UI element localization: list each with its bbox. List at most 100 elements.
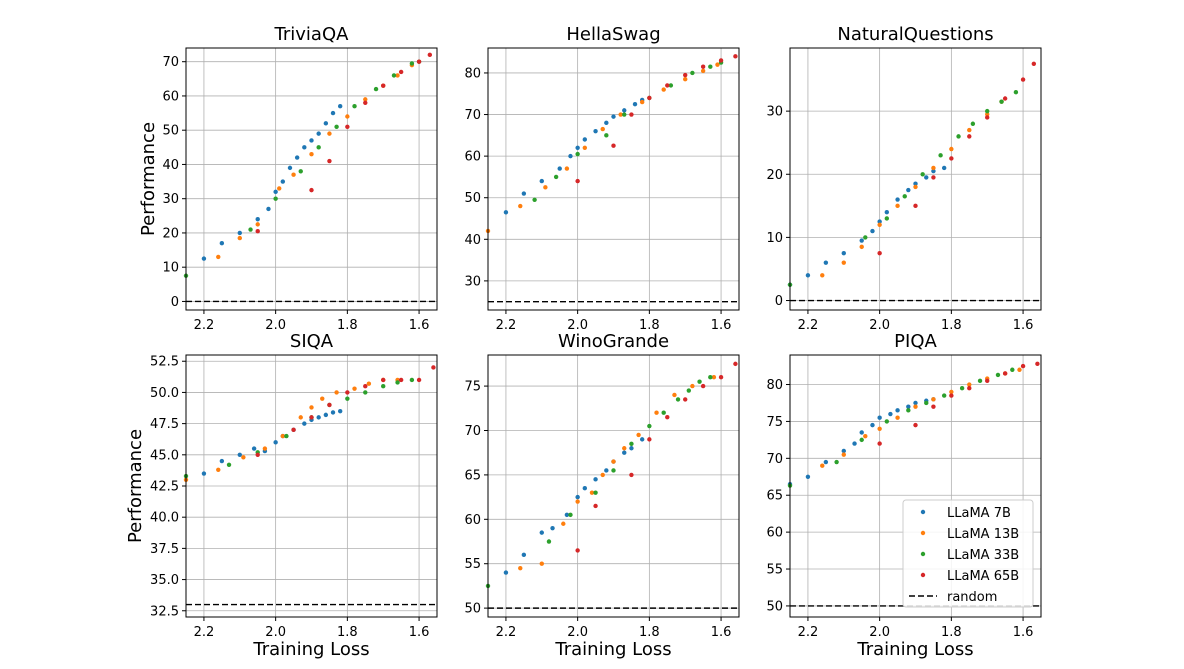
panel-title: TriviaQA xyxy=(274,24,350,45)
x-tick-label: 1.6 xyxy=(711,625,732,640)
panel-naturalquestions: 2.2 2.0 1.8 1.6 0 10 20 30 NaturalQuestions xyxy=(766,24,1042,333)
y-tick-label: 0 xyxy=(171,295,179,310)
data-point xyxy=(654,410,659,415)
data-point xyxy=(629,446,634,451)
data-point xyxy=(416,377,422,383)
data-point xyxy=(345,124,350,129)
y-tick-label: 45.0 xyxy=(150,448,179,463)
data-point xyxy=(859,238,864,243)
data-point xyxy=(870,422,875,428)
x-tick-label: 1.6 xyxy=(409,318,430,333)
series-llama-65b xyxy=(255,52,433,234)
legend-label: LLaMA 65B xyxy=(947,569,1019,584)
data-point xyxy=(593,490,598,495)
data-point xyxy=(564,512,570,518)
data-point xyxy=(398,377,404,383)
data-point xyxy=(323,121,329,126)
data-point xyxy=(931,404,936,409)
legend-label: LLaMA 33B xyxy=(947,548,1019,563)
data-point xyxy=(863,433,868,439)
data-point xyxy=(604,120,609,126)
data-point xyxy=(363,97,368,102)
data-point xyxy=(841,250,846,256)
data-point xyxy=(931,397,936,402)
data-point xyxy=(683,72,688,78)
y-tick-label: 55 xyxy=(766,563,783,578)
y-tick-label: 70 xyxy=(162,55,179,70)
data-point xyxy=(877,250,882,256)
data-point xyxy=(611,468,616,473)
data-point xyxy=(877,441,882,446)
series-llama-7b xyxy=(201,408,343,476)
y-tick-label: 60 xyxy=(464,513,481,528)
data-point xyxy=(298,415,303,420)
data-point xyxy=(309,415,314,420)
data-point xyxy=(906,404,911,409)
data-point xyxy=(320,396,325,401)
series-llama-33b xyxy=(787,89,1019,287)
series-llama-13b xyxy=(820,99,1004,278)
data-point xyxy=(924,400,929,406)
y-tick-label: 47.5 xyxy=(150,417,179,432)
data-point xyxy=(967,382,972,387)
data-point xyxy=(363,390,368,395)
data-point xyxy=(938,153,943,158)
legend-box xyxy=(902,499,1034,608)
data-point xyxy=(959,386,965,391)
data-point xyxy=(820,273,825,278)
plot-frame xyxy=(487,354,740,618)
data-point xyxy=(852,441,857,446)
legend-marker xyxy=(920,551,926,557)
y-tick-label: 52.5 xyxy=(150,355,179,370)
panel-triviaqa: 2.2 2.0 1.8 1.6 0 10 20 30 40 50 60 70 TriviaQA Perfo… xyxy=(138,24,438,333)
data-point xyxy=(398,69,404,75)
data-point xyxy=(395,73,400,78)
data-point xyxy=(985,112,990,117)
data-point xyxy=(337,408,343,414)
data-point xyxy=(639,99,645,105)
data-point xyxy=(863,235,868,240)
series-llama-65b xyxy=(575,54,738,184)
series-llama-7b xyxy=(503,437,645,575)
x-tick-label: 1.8 xyxy=(941,625,962,640)
data-point xyxy=(316,415,321,420)
data-point xyxy=(805,474,811,479)
data-point xyxy=(550,525,555,531)
data-point xyxy=(409,61,415,66)
data-point xyxy=(686,388,691,393)
data-point xyxy=(280,179,286,184)
panel-piqa: 2.2 2.0 1.8 1.6 50 55 60 65 70 75 80 PIQA Training L… xyxy=(766,331,1042,660)
panel-siqa: 2.2 2.0 1.8 1.6 32.5 35.0 37.5 40.0 42.5 45.0 47.5… xyxy=(125,331,438,660)
y-tick-label: 42.5 xyxy=(150,480,179,495)
y-tick-label: 55 xyxy=(464,557,481,572)
data-point xyxy=(941,165,947,171)
data-point xyxy=(255,222,260,227)
x-tick-label: 2.2 xyxy=(798,318,819,333)
x-tick-label: 2.0 xyxy=(869,625,890,640)
legend-label: LLaMA 7B xyxy=(947,506,1011,521)
y-tick-label: 50 xyxy=(464,191,481,206)
data-point xyxy=(647,423,652,429)
data-point xyxy=(568,153,573,159)
data-point xyxy=(629,441,634,447)
data-point xyxy=(859,244,864,250)
x-tick-label: 2.0 xyxy=(265,625,286,640)
series-llama-33b xyxy=(485,375,713,589)
data-point xyxy=(1035,361,1040,367)
y-tick-label: 60 xyxy=(162,89,179,104)
data-point xyxy=(999,99,1004,104)
y-tick-label: 70 xyxy=(464,424,481,439)
data-point xyxy=(697,379,702,384)
data-point xyxy=(690,383,695,389)
data-point xyxy=(639,437,645,442)
x-tick-label: 2.2 xyxy=(496,318,517,333)
data-point xyxy=(604,468,609,473)
data-point xyxy=(327,131,332,136)
data-point xyxy=(323,412,329,418)
data-point xyxy=(1002,96,1008,101)
data-point xyxy=(262,446,268,451)
series-llama-7b xyxy=(201,104,343,261)
data-point xyxy=(284,433,289,439)
data-point xyxy=(280,433,286,439)
legend-label: LLaMA 13B xyxy=(947,527,1019,542)
